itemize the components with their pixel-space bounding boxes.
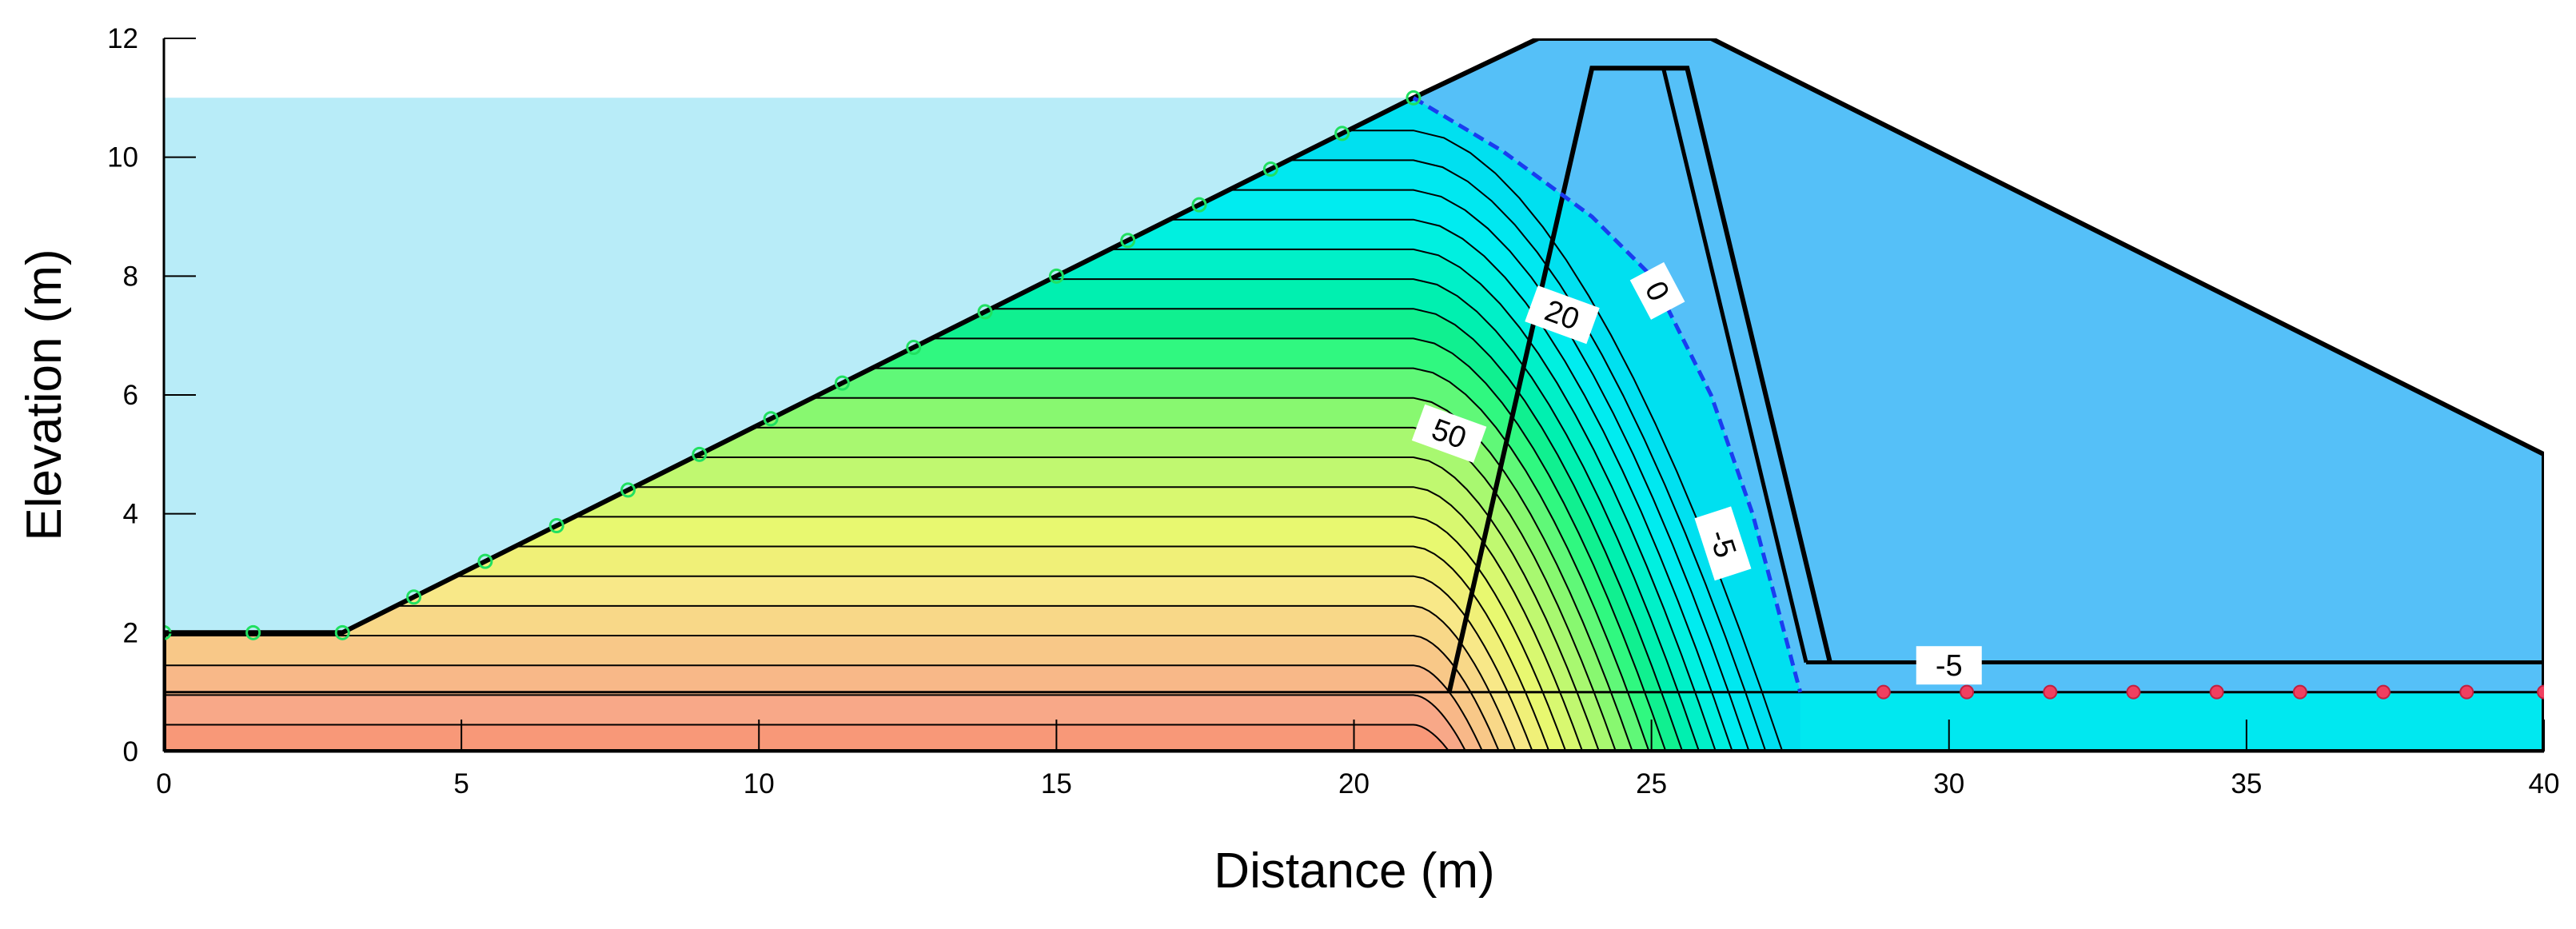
downstream-boundary-node (1960, 684, 1975, 700)
contour-line (164, 545, 1550, 752)
contour-line (164, 159, 1767, 752)
upstream-boundary-node (1120, 233, 1136, 249)
y-tick-label: 4 (123, 499, 138, 530)
contour-line (164, 604, 1517, 752)
contour-label: -5 (1916, 646, 1982, 685)
contour-line (164, 308, 1684, 752)
upstream-boundary-node (906, 340, 922, 356)
upstream-boundary-node (1334, 126, 1350, 142)
contour-line (164, 248, 1717, 752)
x-tick-label: 15 (1041, 768, 1072, 799)
x-tick-label: 5 (453, 768, 469, 799)
contour-line (164, 457, 1601, 752)
contour-line (164, 218, 1733, 752)
downstream-boundary-node (1876, 684, 1891, 700)
contour-label-box (1411, 404, 1487, 463)
contour-label-box (1629, 261, 1685, 320)
upstream-boundary-node (548, 518, 564, 534)
contour-line (164, 278, 1701, 752)
upstream-boundary-node (477, 553, 493, 569)
contour-label: 20 (1525, 285, 1600, 345)
x-tick-label: 35 (2231, 768, 2262, 799)
contour-label: -5 (1694, 506, 1752, 581)
contour-label-box (1916, 646, 1982, 685)
contour-label: 0 (1629, 261, 1685, 320)
y-tick-label: 8 (123, 261, 138, 292)
dam-outline (164, 38, 2544, 752)
downstream-boundary-node (2292, 684, 2307, 700)
x-axis-title: Distance (m) (1214, 843, 1494, 899)
contour-band (164, 724, 1449, 752)
contour-line (164, 575, 1533, 752)
x-tick-label: 40 (2529, 768, 2560, 799)
y-axis-title: Elevation (m) (17, 249, 72, 540)
downstream-boundary-node (2376, 684, 2391, 700)
plot-area (164, 38, 2544, 752)
contour-line (164, 189, 1750, 752)
contour-line (164, 130, 1784, 752)
x-tick-label: 10 (744, 768, 775, 799)
reservoir-water (164, 98, 1414, 633)
x-tick-label: 0 (156, 768, 171, 799)
downstream-boundary-node (2459, 684, 2474, 700)
core-outline (1446, 66, 1832, 693)
downstream-boundary-node (2209, 684, 2224, 700)
upstream-boundary-node (977, 304, 993, 320)
y-tick-label: 6 (123, 380, 138, 411)
upstream-boundary-node (1262, 161, 1278, 177)
y-tick-label: 12 (107, 23, 138, 54)
contour-line (164, 337, 1667, 752)
x-tick-label: 30 (1933, 768, 1964, 799)
upstream-boundary-node (834, 375, 850, 391)
contour-label: 50 (1411, 404, 1487, 463)
y-tick-label: 0 (123, 736, 138, 768)
upstream-boundary-node (763, 411, 779, 427)
upstream-boundary-node (406, 589, 422, 605)
core-inner-line (1661, 67, 1808, 664)
y-tick-label: 2 (123, 617, 138, 648)
contour-label-box (1525, 285, 1600, 345)
contour-label-text: -5 (1936, 649, 1963, 683)
contour-band (164, 695, 1466, 752)
upstream-boundary-node (334, 624, 350, 640)
upstream-boundary-node (1406, 90, 1422, 106)
upstream-boundary-node (1048, 268, 1064, 284)
x-tick-label: 20 (1338, 768, 1370, 799)
upstream-boundary-node (620, 482, 636, 498)
contour-line (164, 635, 1501, 752)
contour-label-box (1694, 506, 1752, 581)
upstream-boundary-node (692, 446, 708, 462)
upstream-boundary-node (1191, 197, 1207, 213)
contour-line (164, 694, 1467, 752)
downstream-boundary-node (2126, 684, 2141, 700)
downstream-boundary-node (2537, 684, 2544, 700)
y-tick-label: 10 (107, 142, 138, 173)
downstream-boundary-node (2043, 684, 2058, 700)
contour-line (164, 516, 1567, 752)
upstream-boundary-node (245, 624, 261, 640)
x-tick-label: 25 (1636, 768, 1667, 799)
contour-line (164, 486, 1584, 752)
contour-line (164, 724, 1450, 752)
contour-line (164, 367, 1650, 752)
contour-line (164, 397, 1633, 752)
